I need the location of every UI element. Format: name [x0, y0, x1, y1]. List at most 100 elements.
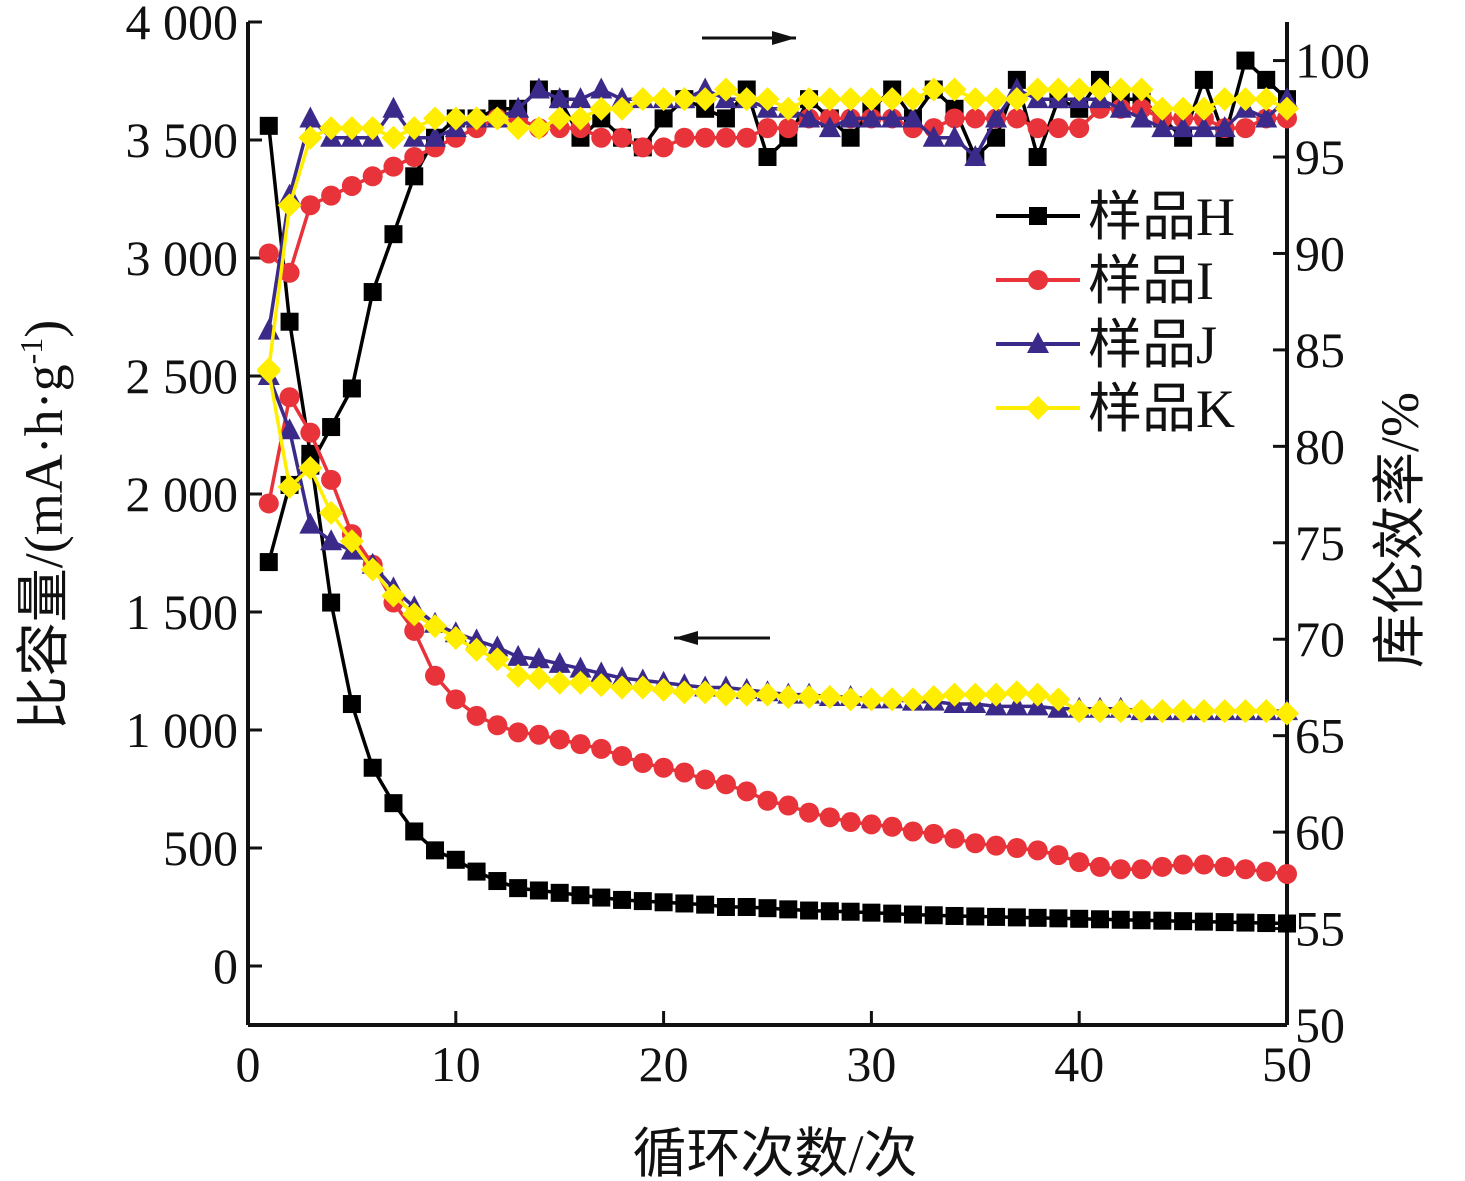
efficiency-point	[674, 127, 695, 148]
capacity-point	[1048, 845, 1069, 866]
efficiency-point	[776, 96, 801, 121]
efficiency-point	[922, 125, 945, 147]
efficiency-point	[838, 87, 863, 112]
capacity-point	[277, 474, 302, 499]
capacity-point	[986, 835, 1007, 856]
capacity-point	[529, 881, 548, 900]
capacity-point	[838, 687, 863, 712]
capacity-point	[1004, 680, 1029, 705]
efficiency-point	[548, 87, 571, 109]
capacity-point	[880, 687, 905, 712]
y-right-tick-label: 90	[1295, 225, 1345, 281]
series-diamond	[256, 77, 1299, 726]
capacity-point	[342, 695, 361, 714]
capacity-point	[1025, 682, 1050, 707]
y-right-tick-label: 50	[1295, 997, 1345, 1053]
legend-label: 样品J	[1088, 315, 1217, 375]
y-left-tick-label: 4 000	[126, 0, 239, 50]
capacity-point	[591, 738, 612, 759]
capacity-point	[571, 886, 590, 905]
legend-entry: 样品I	[996, 251, 1214, 311]
efficiency-point	[527, 77, 550, 99]
efficiency-point	[256, 357, 281, 382]
capacity-point	[820, 902, 839, 921]
efficiency-point	[944, 108, 965, 129]
capacity-point	[776, 684, 801, 709]
efficiency-point	[964, 145, 987, 167]
capacity-point	[1108, 699, 1133, 724]
capacity-point	[280, 312, 299, 331]
capacity-point	[758, 899, 777, 918]
capacity-point	[734, 682, 759, 707]
efficiency-point	[1130, 106, 1153, 128]
efficiency-point	[1191, 96, 1216, 121]
arrow-head	[772, 31, 796, 45]
y-right-tick-label: 80	[1295, 418, 1345, 474]
legend-marker	[1028, 270, 1048, 290]
capacity-point	[841, 902, 860, 921]
legend-label: 样品K	[1088, 379, 1235, 439]
capacity-point	[384, 794, 403, 813]
efficiency-point	[506, 116, 531, 141]
capacity-point	[1256, 861, 1277, 882]
efficiency-point	[841, 128, 860, 147]
capacity-point	[425, 665, 446, 686]
capacity-point	[506, 663, 531, 688]
capacity-point	[696, 895, 715, 914]
capacity-point	[779, 900, 798, 919]
capacity-point	[321, 469, 342, 490]
efficiency-point	[298, 125, 323, 150]
capacity-point	[1174, 912, 1193, 931]
capacity-point	[486, 635, 509, 657]
efficiency-point	[758, 148, 777, 167]
efficiency-point	[839, 106, 862, 128]
capacity-point	[755, 682, 780, 707]
capacity-point	[713, 682, 738, 707]
y-right-tick-label: 100	[1295, 33, 1370, 89]
y-left-tick-label: 2 000	[126, 466, 239, 522]
capacity-point	[488, 872, 507, 891]
efficiency-point	[757, 118, 778, 139]
efficiency-point	[321, 185, 342, 206]
efficiency-point	[630, 87, 655, 112]
y-left-tick-label: 500	[163, 820, 238, 876]
arrow-head	[674, 631, 698, 645]
capacity-point	[800, 901, 819, 920]
capacity-point	[1235, 859, 1256, 880]
capacity-point	[1027, 840, 1048, 861]
y-axis-left-title-close: )	[14, 320, 74, 338]
y-axis-left-title-sup: -1	[13, 338, 49, 365]
capacity-point	[1007, 908, 1026, 927]
efficiency-point	[900, 87, 925, 112]
efficiency-point	[713, 77, 738, 102]
efficiency-point	[1213, 116, 1236, 138]
x-tick-label: 0	[236, 1036, 261, 1092]
capacity-point	[799, 802, 820, 823]
capacity-point	[883, 904, 902, 923]
y-right-tick-label: 85	[1295, 322, 1345, 378]
capacity-point	[1275, 701, 1299, 726]
capacity-point	[1131, 859, 1152, 880]
legend-marker	[1029, 207, 1047, 225]
efficiency-point	[424, 125, 447, 147]
capacity-point	[965, 833, 986, 854]
efficiency-point	[654, 109, 673, 128]
y-right-tick-label: 55	[1295, 901, 1345, 957]
legend-background	[980, 182, 1270, 442]
efficiency-point	[965, 108, 986, 129]
capacity-point	[589, 673, 614, 698]
capacity-point	[509, 879, 528, 898]
efficiency-point	[817, 87, 842, 112]
capacity-point	[675, 894, 694, 913]
arrow-right-icon	[702, 31, 796, 45]
legend-marker	[1026, 396, 1050, 420]
efficiency-point	[963, 87, 988, 112]
capacity-point	[299, 512, 322, 534]
capacity-point	[339, 529, 364, 554]
efficiency-point	[984, 87, 1009, 112]
capacity-point	[1049, 909, 1068, 928]
capacity-point	[861, 814, 882, 835]
capacity-point	[1191, 699, 1216, 724]
y-axis-left-title: 比容量/(mA·h·g-1)	[13, 320, 74, 731]
